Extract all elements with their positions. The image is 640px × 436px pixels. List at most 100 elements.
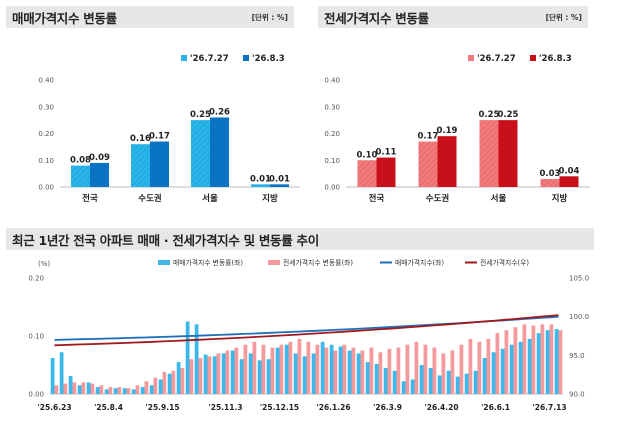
sale-change-bar: [311, 353, 316, 394]
legend-label: 전세가격지수(우): [480, 258, 529, 267]
x-tick-label: '26.7.13: [532, 403, 566, 412]
bar-curr: [437, 136, 457, 187]
left-axis-unit: (%): [38, 260, 50, 268]
bar-value-label: 0.10: [357, 150, 378, 160]
sale-change-bar: [428, 367, 433, 394]
sale-change-bar: [185, 321, 190, 394]
jeonse-change-bar: [306, 341, 311, 394]
bar-value-label: 0.09: [89, 153, 110, 163]
bar-value-label: 0.25: [498, 110, 519, 120]
sale-change-bar: [221, 353, 226, 394]
sale-change-bar: [374, 363, 379, 394]
bar-value-label: 0.01: [269, 174, 290, 184]
left-tick-label: 0.00: [28, 391, 44, 399]
category-label: 수도권: [426, 193, 450, 204]
jeonse-change-bar: [198, 358, 203, 394]
jeonse-change-bar: [216, 353, 221, 394]
sale-change-bar: [518, 341, 523, 394]
sale-change-bar: [158, 379, 163, 394]
sale-change-bar: [194, 324, 199, 394]
sale-change-bar: [554, 329, 559, 394]
x-tick-label: '25.9.15: [145, 403, 179, 412]
sale-change-bar: [149, 385, 154, 394]
x-tick-label: '25.6.23: [37, 403, 71, 412]
sale-change-bar: [383, 367, 388, 394]
jeonse-change-bar: [252, 341, 257, 394]
x-tick-label: '25.12.15: [260, 403, 299, 412]
category-label: 서울: [491, 193, 507, 204]
legend-label: '26.8.3: [252, 54, 285, 64]
jeonse-change-bar: [468, 338, 473, 394]
bar-value-label: 0.25: [190, 110, 211, 120]
jeonse-change-bar: [360, 350, 365, 394]
bar-value-label: 0.17: [149, 132, 170, 142]
sale-change-bar: [401, 381, 406, 394]
sale-change-bar: [473, 370, 478, 394]
bar-value-label: 0.08: [70, 156, 91, 166]
jeonse-change-bar: [432, 347, 437, 394]
jeonse-change-bar: [522, 324, 527, 394]
bar-value-label: 0.01: [250, 174, 271, 184]
bar-prev: [479, 120, 499, 187]
sale-change-bar: [419, 365, 424, 394]
sale-change-bar: [392, 370, 397, 394]
sale-change-bar: [545, 330, 550, 394]
jeonse-change-bar: [387, 348, 392, 394]
y-tick-label: 0.20: [38, 130, 54, 138]
legend-label: 매매가격지수 변동률(좌): [173, 258, 243, 267]
jeonse-change-bar: [405, 344, 410, 394]
jeonse-change-bar: [72, 382, 77, 394]
legend-swatch: [530, 55, 536, 61]
jeonse-change-bar: [261, 344, 266, 394]
sale-change-bar: [455, 376, 460, 394]
bar-value-label: 0.25: [479, 110, 500, 120]
sale-change-bar: [275, 347, 280, 394]
y-tick-label: 0.40: [324, 77, 340, 85]
sale-change-bar: [131, 389, 136, 394]
jeonse-change-bar: [351, 347, 356, 394]
jeonse-change-bar: [333, 350, 338, 394]
sale-panel-title: 매매가격지수 변동률: [12, 10, 117, 26]
legend-swatch: [243, 55, 249, 61]
jeonse-change-bar: [423, 344, 428, 394]
y-tick-label: 0.30: [38, 103, 54, 111]
category-label: 지방: [262, 193, 278, 204]
x-tick-label: '26.4.20: [424, 403, 458, 412]
sale-change-bar: [59, 352, 64, 394]
bar-value-label: 0.16: [130, 134, 151, 144]
left-tick-label: 0.20: [28, 275, 44, 283]
y-tick-label: 0.20: [324, 130, 340, 138]
sale-change-bar: [203, 354, 208, 394]
trend-chart: (%) 0.00 0.10 0.20 90.0 95.0 100.0 105.0 '25.6.2…: [28, 258, 589, 412]
jeonse-change-bar: [234, 347, 239, 394]
jeonse-change-bar: [108, 387, 113, 394]
y-tick-label: 0.00: [324, 184, 340, 192]
sale-change-bar: [536, 333, 541, 394]
bar-value-label: 0.19: [437, 126, 458, 136]
bar-value-label: 0.03: [540, 169, 561, 179]
jeonse-panel-unit: [단위 : %]: [545, 12, 582, 22]
right-tick-label: 90.0: [569, 391, 585, 399]
legend-label: 전세가격지수 변동률(좌): [283, 258, 353, 267]
sale-change-bar: [302, 356, 307, 394]
legend-swatch: [468, 55, 474, 61]
sale-change-bar: [50, 358, 55, 394]
legend-swatch: [268, 260, 280, 265]
sale-change-bar: [491, 352, 496, 394]
jeonse-change-bar: [54, 385, 59, 394]
sale-change-bar: [338, 346, 343, 394]
sale-panel-unit: [단위 : %]: [251, 12, 288, 22]
y-tick-label: 0.40: [38, 77, 54, 85]
jeonse-change-bar: [279, 344, 284, 394]
jeonse-change-bar: [180, 367, 185, 394]
jeonse-change-bar: [225, 350, 230, 394]
sale-change-bar: [212, 356, 217, 394]
bar-curr: [498, 120, 518, 187]
sale-change-bar: [446, 370, 451, 394]
sale-change-bar: [140, 387, 145, 394]
jeonse-change-bar: [513, 327, 518, 394]
bar-curr: [559, 176, 579, 187]
jeonse-change-bar: [378, 352, 383, 394]
jeonse-change-bar: [270, 347, 275, 394]
